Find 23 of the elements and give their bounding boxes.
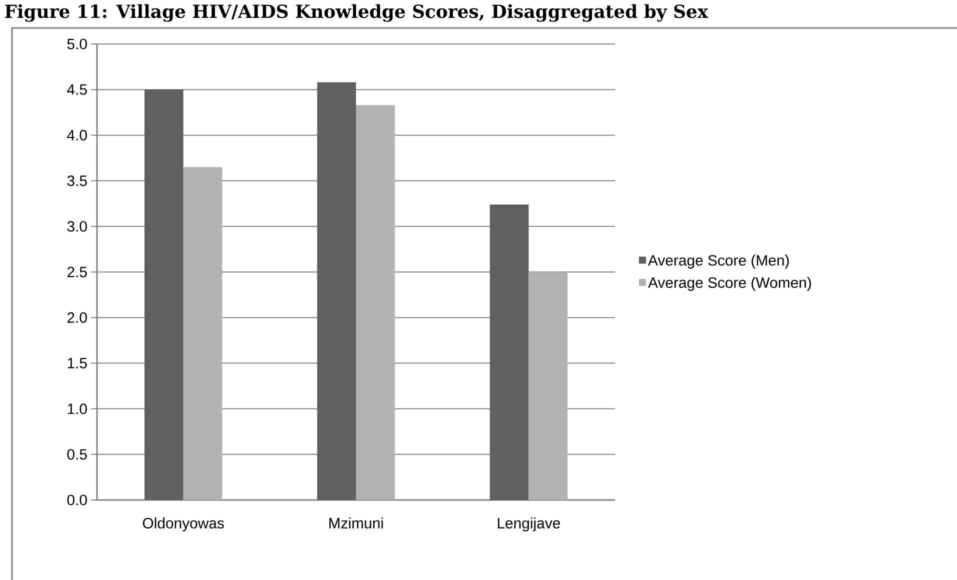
y-tick-label: 0.5 — [67, 449, 87, 460]
bar — [490, 204, 529, 500]
y-tick-label: 3.5 — [67, 175, 87, 186]
y-tick-label: 5.0 — [67, 38, 87, 50]
y-tick-label: 0.0 — [67, 494, 87, 506]
y-tick-label: 1.0 — [68, 403, 87, 414]
bar — [528, 272, 568, 500]
bar — [183, 167, 222, 500]
bar — [356, 105, 395, 500]
y-tick-label: 1.5 — [68, 358, 87, 368]
y-tick-label: 3.0 — [67, 221, 87, 232]
y-tick-label: 2.0 — [67, 312, 87, 323]
x-tick-label: Oldonyowas — [142, 518, 224, 532]
x-tick-label: Mzimuni — [329, 518, 383, 528]
x-tick-label: Lengijave — [498, 518, 560, 532]
bar — [144, 90, 184, 500]
y-tick-label: 2.5 — [67, 266, 87, 278]
bar — [317, 82, 356, 500]
legend-label: Average Score (Women) — [648, 276, 811, 291]
y-tick-label: 4.5 — [67, 84, 87, 95]
y-tick-label: 4.0 — [67, 130, 87, 140]
legend-label: Average Score (Men) — [648, 254, 789, 269]
chart-title: Figure 11: Village HIV/AIDS Knowledge Scores, Disaggregated by Sex — [5, 4, 708, 22]
